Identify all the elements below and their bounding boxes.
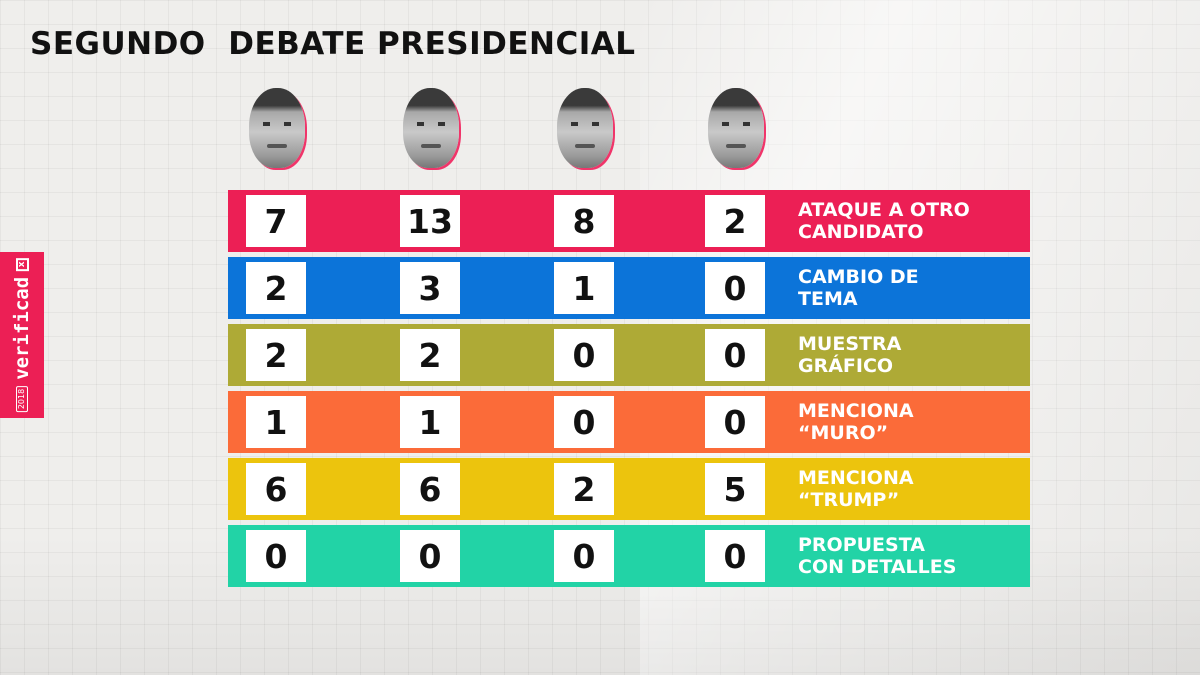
value-cell: 0 bbox=[705, 396, 765, 448]
candidate-3-avatar bbox=[554, 88, 616, 174]
value-cell: 13 bbox=[400, 195, 460, 247]
table-row: 7 13 8 2 ATAQUE A OTRO CANDIDATO bbox=[228, 190, 1030, 252]
value-cell: 6 bbox=[246, 463, 306, 515]
value-cell: 0 bbox=[705, 530, 765, 582]
candidate-1-mouth bbox=[267, 144, 287, 148]
table-row: 2 2 0 0 MUESTRA GRÁFICO bbox=[228, 324, 1030, 386]
value-cell: 5 bbox=[705, 463, 765, 515]
value-cell: 0 bbox=[246, 530, 306, 582]
value-cell: 2 bbox=[554, 463, 614, 515]
candidate-2-eyes bbox=[417, 122, 445, 126]
table-row: 2 3 1 0 CAMBIO DE TEMA bbox=[228, 257, 1030, 319]
candidate-1-avatar bbox=[246, 88, 308, 174]
row-label: PROPUESTA CON DETALLES bbox=[798, 534, 957, 578]
candidate-4-avatar bbox=[705, 88, 767, 174]
value-cell: 0 bbox=[705, 262, 765, 314]
results-table: 7 13 8 2 ATAQUE A OTRO CANDIDATO 2 3 1 0 CAMBIO D… bbox=[228, 190, 1030, 592]
candidate-4-photo bbox=[708, 88, 764, 168]
candidate-2-photo bbox=[403, 88, 459, 168]
candidate-1-photo bbox=[249, 88, 305, 168]
candidate-2-mouth bbox=[421, 144, 441, 148]
value-cell: 2 bbox=[400, 329, 460, 381]
row-label: MENCIONA “MURO” bbox=[798, 400, 914, 444]
page-title: SEGUNDO DEBATE PRESIDENCIAL bbox=[30, 26, 636, 62]
candidate-4-mouth bbox=[726, 144, 746, 148]
value-cell: 6 bbox=[400, 463, 460, 515]
row-label: MENCIONA “TRUMP” bbox=[798, 467, 914, 511]
candidate-3-photo bbox=[557, 88, 613, 168]
value-cell: 0 bbox=[554, 396, 614, 448]
value-cell: 2 bbox=[246, 262, 306, 314]
candidate-3-eyes bbox=[571, 122, 599, 126]
row-label: CAMBIO DE TEMA bbox=[798, 266, 919, 310]
value-cell: 0 bbox=[554, 530, 614, 582]
table-row: 6 6 2 5 MENCIONA “TRUMP” bbox=[228, 458, 1030, 520]
value-cell: 2 bbox=[705, 195, 765, 247]
value-cell: 8 bbox=[554, 195, 614, 247]
table-row: 1 1 0 0 MENCIONA “MURO” bbox=[228, 391, 1030, 453]
value-cell: 2 bbox=[246, 329, 306, 381]
value-cell: 1 bbox=[246, 396, 306, 448]
candidate-2-avatar bbox=[400, 88, 462, 174]
value-cell: 1 bbox=[554, 262, 614, 314]
row-label: ATAQUE A OTRO CANDIDATO bbox=[798, 199, 970, 243]
value-cell: 0 bbox=[705, 329, 765, 381]
candidate-3-mouth bbox=[575, 144, 595, 148]
value-cell: 7 bbox=[246, 195, 306, 247]
value-cell: 1 bbox=[400, 396, 460, 448]
brand-box-icon: x bbox=[15, 257, 29, 271]
brand-tab: 2018 verificad x bbox=[0, 252, 44, 418]
candidate-4-eyes bbox=[722, 122, 750, 126]
value-cell: 0 bbox=[400, 530, 460, 582]
brand-logo: 2018 verificad x bbox=[11, 257, 33, 413]
row-label: MUESTRA GRÁFICO bbox=[798, 333, 902, 377]
value-cell: 3 bbox=[400, 262, 460, 314]
table-row: 0 0 0 0 PROPUESTA CON DETALLES bbox=[228, 525, 1030, 587]
value-cell: 0 bbox=[554, 329, 614, 381]
candidate-1-eyes bbox=[263, 122, 291, 126]
brand-year: 2018 bbox=[16, 385, 28, 413]
brand-name: verificad bbox=[11, 276, 33, 380]
